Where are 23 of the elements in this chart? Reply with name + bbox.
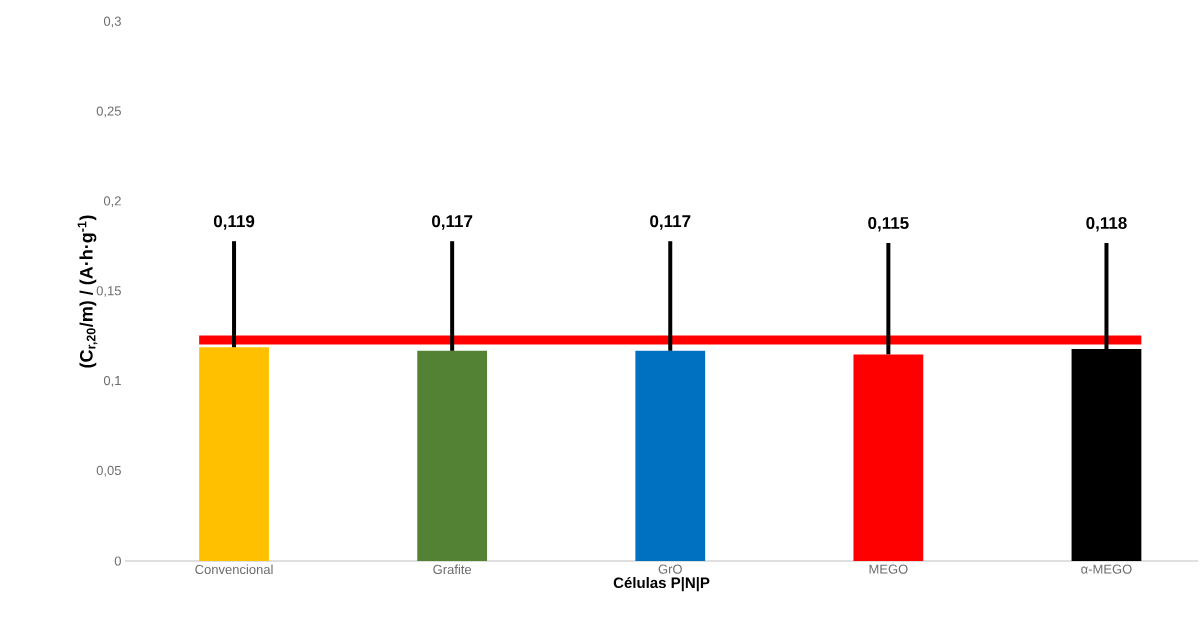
annotation: 0,117 — [650, 215, 691, 230]
y-tick-label: 0,3 — [103, 16, 121, 28]
y-tick-label: 0,05 — [96, 465, 121, 477]
x-tick-label: MEGO — [869, 564, 908, 574]
annotation: 0,118 — [1086, 216, 1127, 232]
x-axis-title: Células P|N|P — [613, 576, 710, 592]
annotation: 0,119 — [213, 215, 255, 230]
bar — [199, 347, 269, 561]
y-tick-label: 0 — [114, 556, 121, 566]
y-tick-label: 0,15 — [96, 286, 121, 297]
y-tick-label: 0,2 — [103, 196, 121, 208]
x-tick-label: GrO — [658, 564, 682, 574]
y-axis-title: (C$_{r,20}$/m) / (A·h·g$^{-1}$) — [77, 215, 98, 368]
x-tick-label: α-MEGO — [1081, 564, 1132, 574]
annotation: 0,117 — [432, 215, 473, 230]
x-tick-label: Grafite — [433, 564, 472, 575]
bar — [853, 354, 924, 561]
y-tick-label: 0,1 — [103, 375, 121, 387]
bar — [417, 350, 488, 561]
annotation: 0,115 — [868, 216, 909, 232]
y-tick-label: 0,25 — [96, 106, 121, 118]
bar — [635, 350, 706, 561]
x-tick-label: Convencional — [195, 564, 273, 575]
